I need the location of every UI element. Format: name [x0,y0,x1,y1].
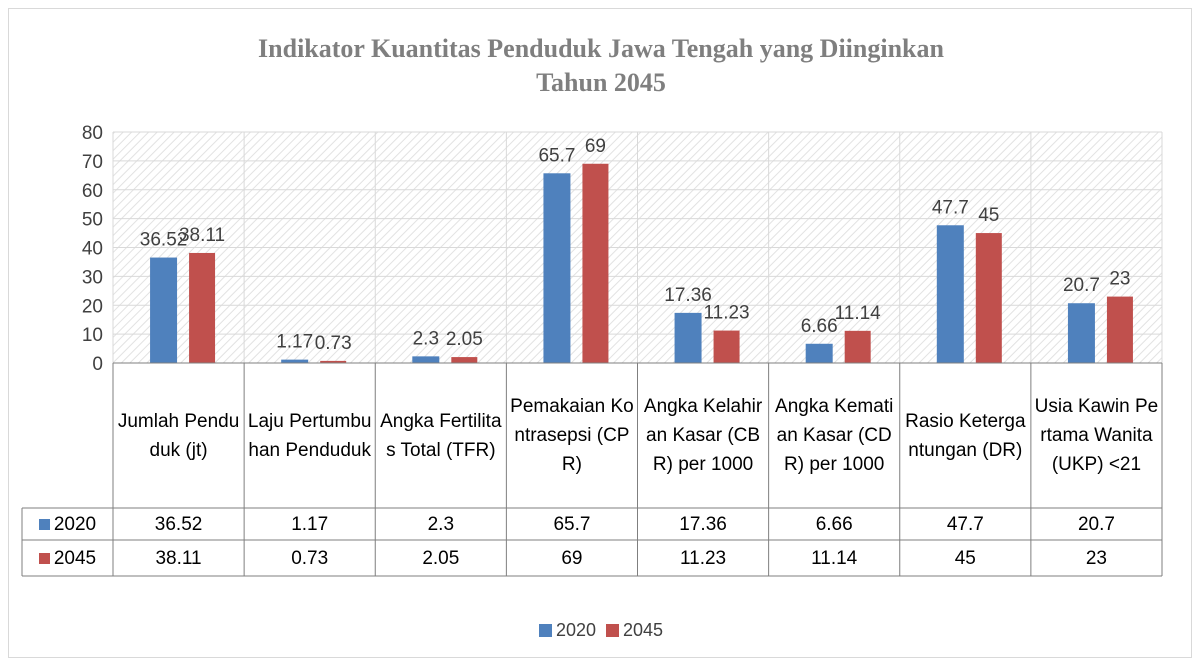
bar [582,163,609,363]
table-value: 2.05 [422,547,460,569]
table-value: 47.7 [946,513,984,535]
bar [805,343,833,363]
legend-item: 2045 [606,620,663,641]
legend-label: 2045 [623,620,664,640]
chart-title: Indikator Kuantitas Penduduk Jawa Tengah… [258,34,944,63]
data-label: 6.66 [801,316,838,337]
table-value: 2.3 [427,513,455,535]
category-label: Angka Fertilitas Total (TFR) [380,410,502,461]
y-tick-label: 0 [92,354,103,375]
data-label: 17.36 [664,285,712,306]
category-label: Rasio Ketergantungan (DR) [905,410,1026,461]
legend-key [606,624,619,637]
y-tick-label: 60 [82,181,103,202]
table-value: 6.66 [815,513,853,535]
data-label: 47.7 [932,197,969,218]
bar [1067,303,1095,363]
table-value: 1.17 [291,513,329,535]
bar [543,173,571,363]
bar [412,356,440,363]
data-label: 2.3 [413,328,439,349]
legend: 2020 2045 [0,620,1202,641]
table-value: 17.36 [679,513,727,535]
y-tick-label: 40 [82,239,103,260]
chart-title: Tahun 2045 [536,68,666,97]
table-value: 11.14 [811,547,858,569]
data-label: 1.17 [276,332,313,353]
bar [281,359,309,363]
table-value: 36.52 [154,513,203,535]
bar [1106,296,1133,363]
data-label: 65.7 [538,145,575,166]
legend-item: 2020 [538,620,596,641]
bar [975,233,1002,363]
bar [150,257,178,363]
table-value: 69 [561,547,583,569]
table-value: 20.7 [1077,513,1115,535]
series-name: 2045 [53,547,97,569]
bar [713,330,740,363]
category-label: Angka Kelahiran Kasar (CBR) per 1000 [643,396,763,475]
bar [451,357,478,363]
y-tick-label: 80 [82,123,103,144]
data-label: 11.23 [703,303,749,324]
data-label: 11.14 [835,303,882,324]
bar [674,312,702,363]
data-label: 20.7 [1063,275,1100,296]
row-header: 2020 [22,508,113,540]
category-label: Pemakaian Kontrasepsi (CPR) [510,396,634,475]
data-label: 2.05 [446,329,483,350]
row-header: 2045 [22,540,113,576]
y-tick-label: 30 [82,267,103,288]
y-tick-label: 50 [82,210,103,231]
category-label: Jumlah Penduduk (jt) [117,410,240,461]
data-label: 69 [585,136,606,157]
category-label: Laju Pertumbuhan Penduduk [247,410,372,461]
category-label: Angka Kematian Kasar (CDR) per 1000 [775,396,894,475]
table-value: 0.73 [291,547,329,569]
bar [936,225,964,363]
y-tick-label: 20 [82,296,103,317]
bar [320,360,347,363]
legend-key [538,624,552,637]
chart-frame [8,8,1192,658]
table-value: 65.7 [553,513,591,535]
data-label: 36.52 [140,230,188,251]
table-value: 11.23 [679,547,727,569]
data-label: 45 [978,205,999,226]
legend-key [38,552,50,564]
y-tick-label: 10 [82,325,103,346]
table-value: 45 [954,547,976,569]
data-label: 23 [1109,269,1130,290]
table-value: 23 [1085,547,1107,569]
legend-key [38,518,50,530]
series-name: 2020 [53,513,97,535]
table-value: 38.11 [155,547,202,569]
category-label: Usia Kawin Pertama Wanita (UKP) <21 [1034,396,1159,475]
data-label: 0.73 [315,333,352,354]
bar [189,252,216,363]
bar [844,330,871,363]
data-label: 38.11 [179,225,225,246]
legend-label: 2020 [555,620,596,640]
y-tick-label: 70 [82,152,103,173]
